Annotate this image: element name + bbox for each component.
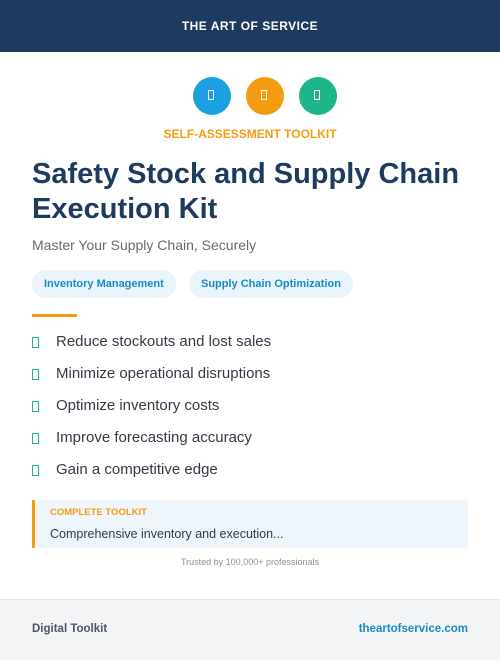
title: Safety Stock and Supply Chain Execution … (32, 158, 460, 225)
icon-circle (299, 77, 337, 115)
icon (208, 90, 214, 100)
benefit-text: Improve forecasting accuracy (56, 429, 252, 446)
icon-circle (246, 77, 284, 115)
icon (261, 90, 267, 100)
callout-label: COMPLETE TOOLKIT (50, 507, 147, 518)
benefit-text: Reduce stockouts and lost sales (56, 333, 272, 350)
trust-note: Trusted by 100,000+ professionals (180, 557, 319, 567)
check-icon (32, 433, 39, 444)
callout-text: Comprehensive inventory and execution... (50, 527, 284, 541)
callout: COMPLETE TOOLKIT Comprehensive inventory… (32, 500, 468, 548)
check-icon (32, 369, 39, 380)
icon-circle (193, 77, 231, 115)
benefit-text: Minimize operational disruptions (56, 365, 271, 382)
tag: Inventory Management (32, 270, 176, 298)
icon (314, 90, 320, 100)
header-bar: THE ART OF SERVICE (0, 0, 500, 52)
accent-rule (32, 314, 77, 317)
brand: THE ART OF SERVICE (181, 19, 319, 33)
footer: Digital Toolkit theartofservice.com (0, 599, 500, 660)
check-icon (32, 465, 39, 476)
subtitle: Master Your Supply Chain, Securely (32, 237, 257, 253)
check-icon (32, 337, 39, 348)
footer-label: Digital Toolkit (32, 623, 108, 635)
footer-link[interactable]: theartofservice.com (358, 623, 468, 635)
kicker: SELF-ASSESSMENT TOOLKIT (163, 127, 337, 141)
tag: Supply Chain Optimization (189, 270, 353, 298)
check-icon (32, 401, 39, 412)
benefit-text: Gain a competitive edge (56, 461, 218, 478)
benefit-text: Optimize inventory costs (56, 397, 220, 414)
